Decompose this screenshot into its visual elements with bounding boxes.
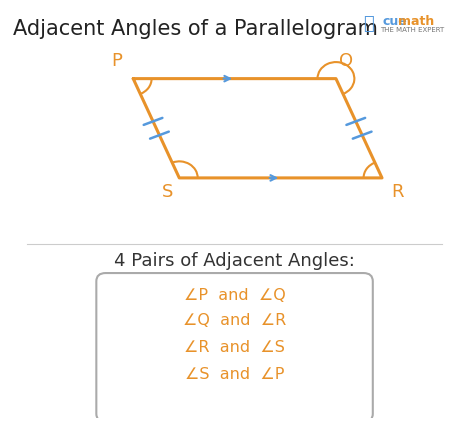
Text: R: R <box>391 183 404 201</box>
Text: math: math <box>398 14 434 27</box>
Text: cue: cue <box>382 14 407 27</box>
Text: ∠S  and  ∠P: ∠S and ∠P <box>185 367 284 382</box>
FancyBboxPatch shape <box>96 273 373 422</box>
Text: Q: Q <box>339 52 354 70</box>
Text: S: S <box>162 183 173 201</box>
Text: ∠P  and  ∠Q: ∠P and ∠Q <box>184 288 285 303</box>
Text: ∠R  and  ∠S: ∠R and ∠S <box>184 340 285 355</box>
Text: THE MATH EXPERT: THE MATH EXPERT <box>380 27 444 33</box>
Text: Adjacent Angles of a Parallelogram: Adjacent Angles of a Parallelogram <box>13 19 378 39</box>
Text: 🚀: 🚀 <box>363 14 374 32</box>
Text: ∠Q  and  ∠R: ∠Q and ∠R <box>183 313 286 328</box>
Text: 4 Pairs of Adjacent Angles:: 4 Pairs of Adjacent Angles: <box>114 252 355 271</box>
Text: P: P <box>111 52 122 70</box>
